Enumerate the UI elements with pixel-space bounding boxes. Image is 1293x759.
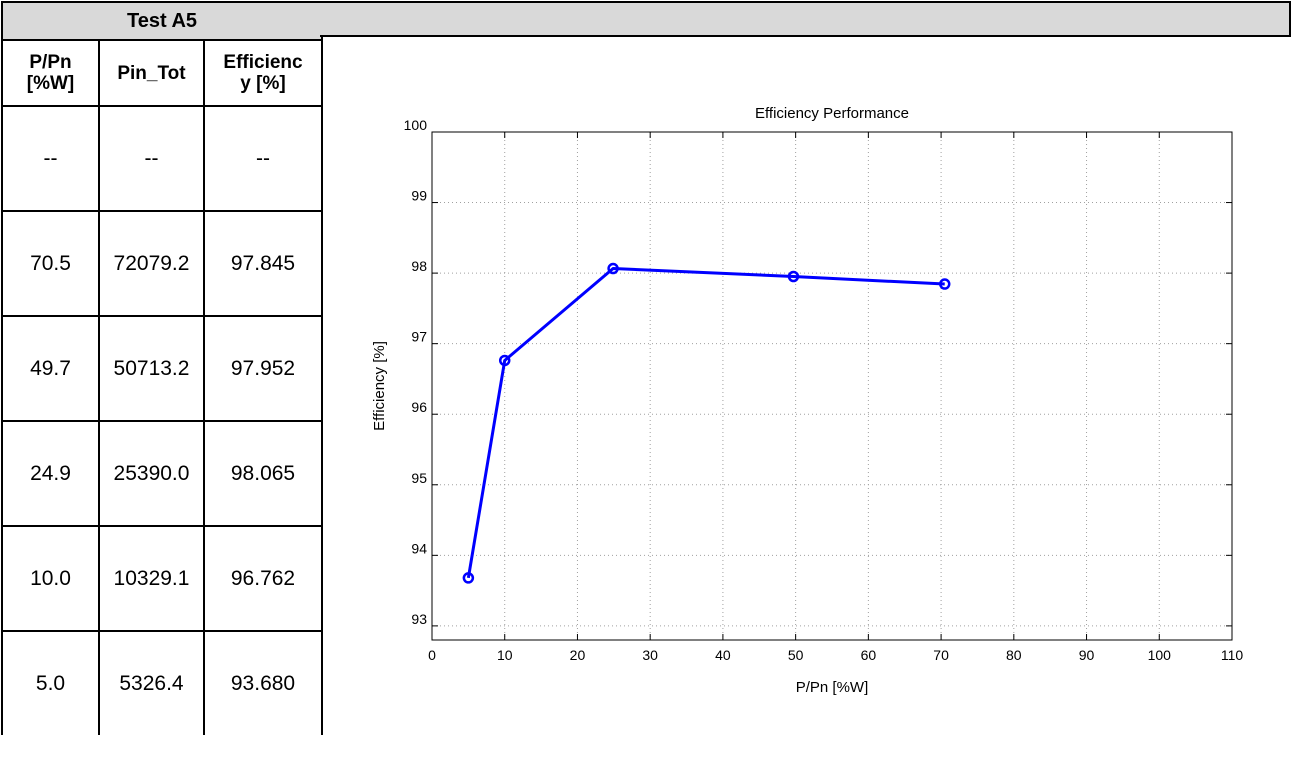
cell-pin-tot: 10329.1: [98, 525, 205, 632]
data-table: Test A5 P/Pn [%W] Pin_Tot Efficienc y [%…: [1, 1, 323, 735]
cell-ppn: 24.9: [1, 420, 100, 527]
cell-pin-tot: 5326.4: [98, 630, 205, 735]
cell-ppn: 70.5: [1, 210, 100, 317]
x-tick-label: 80: [1006, 647, 1022, 663]
chart-title: Efficiency Performance: [755, 105, 909, 122]
cell-efficiency: 97.845: [203, 210, 323, 317]
y-tick-label: 99: [411, 188, 427, 204]
x-tick-label: 110: [1221, 647, 1244, 663]
cell-efficiency: 98.065: [203, 420, 323, 527]
column-header-ppn: P/Pn [%W]: [1, 39, 100, 107]
cell-ppn: 49.7: [1, 315, 100, 422]
cell-efficiency: --: [203, 105, 323, 212]
cell-pin-tot: 50713.2: [98, 315, 205, 422]
cell-ppn: 5.0: [1, 630, 100, 735]
table-row: 24.9 25390.0 98.065: [1, 420, 323, 527]
column-header-efficiency-line2: y [%]: [240, 73, 286, 94]
x-tick-label: 70: [933, 647, 949, 663]
plot-area: [431, 131, 1233, 641]
column-header-ppn-line1: P/Pn: [29, 52, 72, 73]
column-header-pin-tot: Pin_Tot: [98, 39, 205, 107]
table-row: 5.0 5326.4 93.680: [1, 630, 323, 735]
cell-pin-tot: --: [98, 105, 205, 212]
table-title: Test A5: [1, 1, 323, 41]
cell-efficiency: 96.762: [203, 525, 323, 632]
x-axis-label: P/Pn [%W]: [796, 679, 869, 696]
column-header-efficiency: Efficienc y [%]: [203, 39, 323, 107]
y-tick-label: 95: [411, 470, 427, 486]
data-point: [462, 572, 475, 584]
column-header-efficiency-line1: Efficienc: [223, 52, 303, 73]
y-tick-label: 100: [404, 117, 428, 133]
x-tick-label: 100: [1148, 647, 1172, 663]
y-axis-label: Efficiency [%]: [371, 341, 388, 431]
efficiency-chart: Efficiency Performance 0 10 20 30 40 50 60 70 80…: [371, 105, 1244, 696]
cell-efficiency: 93.680: [203, 630, 323, 735]
y-tick-label: 94: [411, 540, 427, 556]
column-header-pin-tot-line1: Pin_Tot: [117, 62, 186, 84]
chart-grid: [432, 132, 1232, 640]
cell-ppn: 10.0: [1, 525, 100, 632]
y-tick-label: 93: [411, 611, 427, 627]
cell-pin-tot: 72079.2: [98, 210, 205, 317]
table-row: 10.0 10329.1 96.762: [1, 525, 323, 632]
x-tick-label: 10: [497, 647, 513, 663]
data-point: [607, 262, 619, 275]
x-tick-label: 20: [570, 647, 586, 663]
x-tick-label: 90: [1079, 647, 1095, 663]
data-point: [938, 278, 951, 290]
y-tick-label: 98: [411, 258, 427, 274]
cell-pin-tot: 25390.0: [98, 420, 205, 527]
x-tick-label: 0: [428, 647, 436, 663]
data-point: [498, 354, 511, 367]
column-header-ppn-line2: [%W]: [26, 73, 75, 94]
series-line: [466, 267, 945, 579]
y-tick-label: 97: [411, 329, 427, 345]
table-row: -- -- --: [1, 105, 323, 212]
y-tick-label: 96: [411, 399, 427, 415]
chart-ticks: 0 10 20 30 40 50 60 70 80 90 100 110 93 94 95 96 97 98 99 1…: [404, 117, 1244, 663]
table-row: 70.5 72079.2 97.845: [1, 210, 323, 317]
chart-header-bar: [320, 1, 1291, 37]
x-tick-label: 60: [861, 647, 877, 663]
data-point: [787, 270, 800, 283]
x-tick-label: 30: [642, 647, 658, 663]
table-header-row: P/Pn [%W] Pin_Tot Efficienc y [%]: [1, 39, 323, 107]
x-tick-label: 50: [788, 647, 804, 663]
x-tick-label: 40: [715, 647, 731, 663]
chart-series: [462, 262, 951, 584]
cell-efficiency: 97.952: [203, 315, 323, 422]
cell-ppn: --: [1, 105, 100, 212]
table-row: 49.7 50713.2 97.952: [1, 315, 323, 422]
